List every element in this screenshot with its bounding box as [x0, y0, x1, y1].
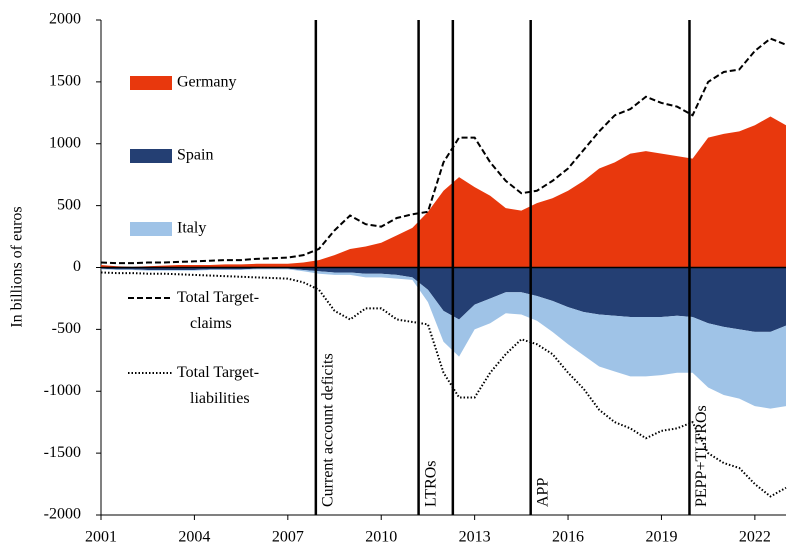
legend-swatch — [130, 222, 172, 236]
x-tick-label: 2001 — [85, 529, 117, 546]
area — [101, 268, 786, 409]
y-tick-label: -1500 — [44, 444, 81, 461]
y-tick-label: -2000 — [44, 506, 81, 523]
x-tick-label: 2019 — [645, 529, 677, 546]
line — [100, 271, 787, 498]
x-tick-label: 2016 — [552, 529, 584, 546]
y-tick-label: 1000 — [49, 134, 81, 151]
y-axis-label: In billions of euros — [9, 206, 26, 327]
legend-swatch — [130, 149, 172, 163]
legend-label: Italy — [177, 220, 206, 237]
y-tick-label: -1000 — [44, 382, 81, 399]
y-tick-label: 500 — [57, 196, 81, 213]
event-label: PEPP+TLTROs — [693, 405, 710, 507]
y-tick-label: -500 — [52, 320, 81, 337]
line — [100, 37, 787, 265]
legend-label: Spain — [177, 147, 213, 164]
x-tick-label: 2013 — [459, 529, 491, 546]
area — [101, 116, 786, 268]
x-tick-label: 2004 — [178, 529, 210, 546]
legend-label: Total Target-liabilities — [177, 364, 259, 407]
x-tick-label: 2022 — [739, 529, 771, 546]
event-label: APP — [534, 478, 551, 507]
x-tick-label: 2007 — [272, 529, 304, 546]
event-label: Current account deficits — [320, 353, 337, 507]
y-tick-label: 0 — [73, 258, 81, 275]
x-tick-label: 2010 — [365, 529, 397, 546]
y-tick-label: 2000 — [49, 11, 81, 28]
legend-label: Total Target-claims — [177, 289, 259, 332]
legend-swatch — [130, 76, 172, 90]
event-label: LTROs — [422, 460, 439, 507]
legend-label: Germany — [177, 74, 237, 91]
y-tick-label: 1500 — [49, 73, 81, 90]
